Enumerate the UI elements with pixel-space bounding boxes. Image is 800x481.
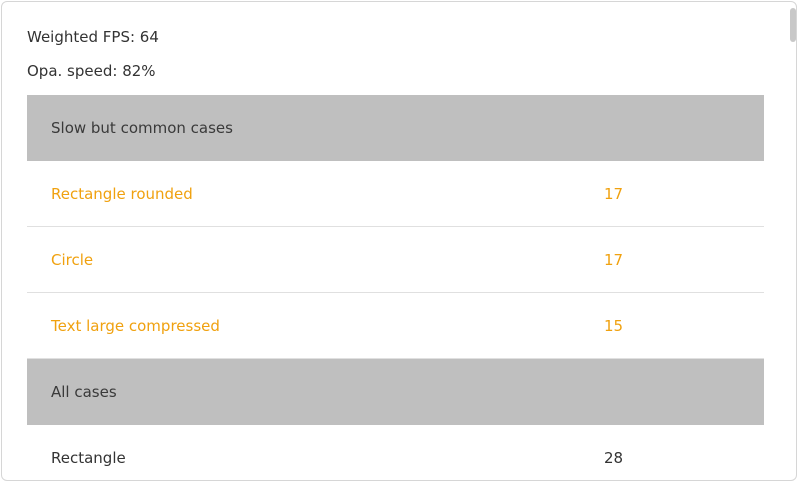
results-table: Slow but common cases Rectangle rounded 17… [27, 95, 764, 480]
section-title: All cases [51, 383, 117, 401]
section-header: Slow but common cases [27, 95, 764, 161]
result-row: Rectangle rounded 17 [27, 161, 764, 227]
section-header: All cases [27, 359, 764, 425]
case-fps: 15 [604, 316, 624, 335]
case-name: Rectangle rounded [51, 184, 193, 203]
result-row: Rectangle 28 [27, 425, 764, 480]
case-fps: 17 [604, 184, 624, 203]
scrollbar[interactable] [790, 8, 796, 42]
case-name: Rectangle [51, 448, 126, 467]
result-row: Text large compressed 15 [27, 293, 764, 359]
result-row: Circle 17 [27, 227, 764, 293]
case-fps: 17 [604, 250, 624, 269]
weighted-fps: Weighted FPS: 64 [27, 28, 159, 46]
opa-speed: Opa. speed: 82% [27, 62, 156, 80]
case-name: Circle [51, 250, 94, 269]
section-title: Slow but common cases [51, 119, 233, 137]
case-name: Text large compressed [51, 316, 220, 335]
case-fps: 28 [604, 448, 624, 467]
